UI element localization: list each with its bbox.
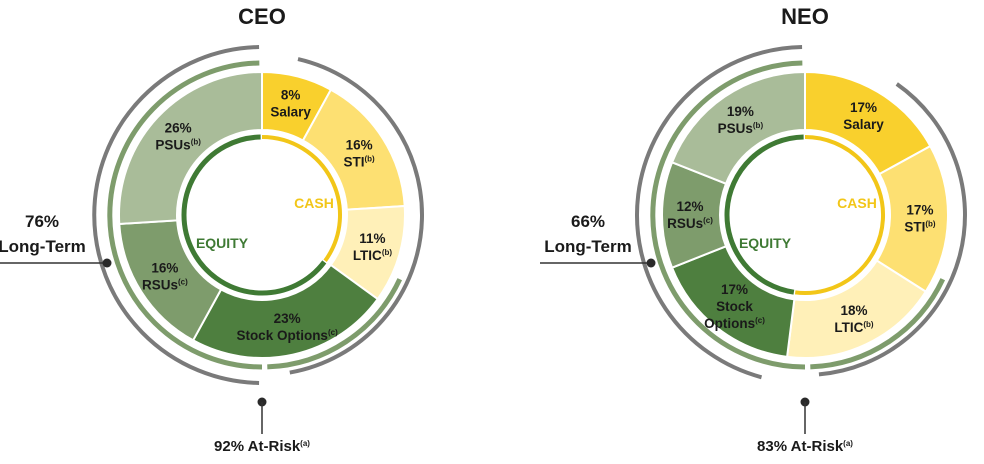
segment-label: RSUs(c) — [667, 216, 713, 231]
long-term-label: Long-Term — [0, 237, 86, 256]
segment-label-footnote: (b) — [753, 121, 764, 130]
segment-label-text: Salary — [270, 105, 311, 120]
at-risk-label-footnote: (a) — [843, 439, 853, 448]
segment-label-text: LTIC — [353, 248, 382, 263]
segment-label: STI(b) — [343, 154, 375, 169]
at-risk-label-text: 83% At-Risk — [757, 438, 844, 455]
segment-percent: 16% — [151, 261, 178, 276]
equity-label: EQUITY — [196, 235, 249, 251]
segment-percent: 17% — [850, 100, 877, 115]
equity-inner-ring — [724, 134, 804, 295]
segment-label-footnote: (c) — [755, 316, 765, 325]
long-term-label: Long-Term — [544, 237, 632, 256]
segment-label-text: STI — [904, 220, 925, 235]
equity-ring — [650, 60, 806, 370]
segment-label-footnote: (c) — [703, 216, 713, 225]
segment-percent: 17% — [906, 203, 933, 218]
segment-percent: 26% — [165, 120, 192, 135]
long-term-percent: 76% — [25, 212, 59, 231]
segment-label-footnote: (b) — [364, 154, 375, 163]
segment-label-footnote: (b) — [382, 248, 393, 257]
segment-label-footnote: (b) — [925, 220, 936, 229]
segment-percent: 18% — [840, 303, 867, 318]
long-term-bracket — [92, 45, 260, 385]
long-term-dot — [646, 258, 656, 268]
segment-percent: 11% — [359, 231, 385, 246]
segment-label-line2: Options(c) — [704, 316, 765, 331]
chart-title: NEO — [781, 4, 829, 29]
segment-label-footnote: (c) — [328, 328, 338, 337]
at-risk-label: 83% At-Risk(a) — [757, 438, 853, 455]
segment-label-text: PSUs — [155, 137, 190, 152]
equity-inner-ring — [181, 134, 327, 296]
at-risk-ring — [810, 278, 946, 370]
segment-label: Salary — [270, 105, 311, 120]
cash-bracket — [289, 57, 424, 375]
segment-label: LTIC(b) — [834, 320, 874, 335]
long-term-percent: 66% — [571, 212, 605, 231]
equity-ring — [107, 60, 263, 370]
cash-inner-ring — [261, 135, 342, 263]
chart-neo: NEO17%Salary17%STI(b)18%LTIC(b)17%StockO… — [540, 4, 967, 455]
segment-percent: 17% — [721, 282, 748, 297]
segment-psus — [118, 70, 263, 226]
segment-label: Stock Options(c) — [236, 328, 338, 343]
chart-title: CEO — [238, 4, 286, 29]
segment-label: Salary — [843, 117, 884, 132]
at-risk-label-text: 92% At-Risk — [214, 438, 301, 455]
segment-label-text: STI — [343, 154, 364, 169]
segment-label-footnote: (b) — [191, 137, 202, 146]
segment-label-footnote: (b) — [863, 320, 874, 329]
segment-label-footnote: (c) — [178, 278, 188, 287]
segment-percent: 12% — [676, 199, 703, 214]
at-risk-label: 92% At-Risk(a) — [214, 438, 310, 455]
equity-label: EQUITY — [739, 235, 792, 251]
segment-label-text: RSUs — [667, 216, 703, 231]
segment-label-text: RSUs — [142, 278, 178, 293]
segment-label: PSUs(b) — [155, 137, 201, 152]
long-term-dot — [102, 258, 112, 268]
cash-label: CASH — [837, 195, 877, 211]
long-term-bracket — [635, 45, 803, 380]
segment-percent: 16% — [346, 137, 373, 152]
cash-bracket — [818, 82, 967, 377]
segment-label: PSUs(b) — [718, 121, 764, 136]
segment-percent: 23% — [274, 311, 301, 326]
segment-label-text: LTIC — [834, 320, 863, 335]
segment-label-text: Salary — [843, 117, 884, 132]
segment-label: LTIC(b) — [353, 248, 393, 263]
at-risk-label-footnote: (a) — [300, 439, 310, 448]
segment-label: STI(b) — [904, 220, 936, 235]
segment-percent: 8% — [281, 88, 301, 103]
segment-label-text: PSUs — [718, 121, 753, 136]
segment-label-text: Options — [704, 316, 755, 331]
segment-label: RSUs(c) — [142, 278, 188, 293]
segment-label-text: Stock Options — [236, 328, 328, 343]
segment-psus — [670, 70, 806, 186]
segment-stock-options — [191, 263, 380, 359]
at-risk-ring — [267, 278, 403, 370]
segment-label-line1: Stock — [716, 299, 753, 314]
cash-inner-ring — [794, 135, 886, 295]
cash-label: CASH — [294, 195, 334, 211]
segment-percent: 19% — [727, 104, 754, 119]
